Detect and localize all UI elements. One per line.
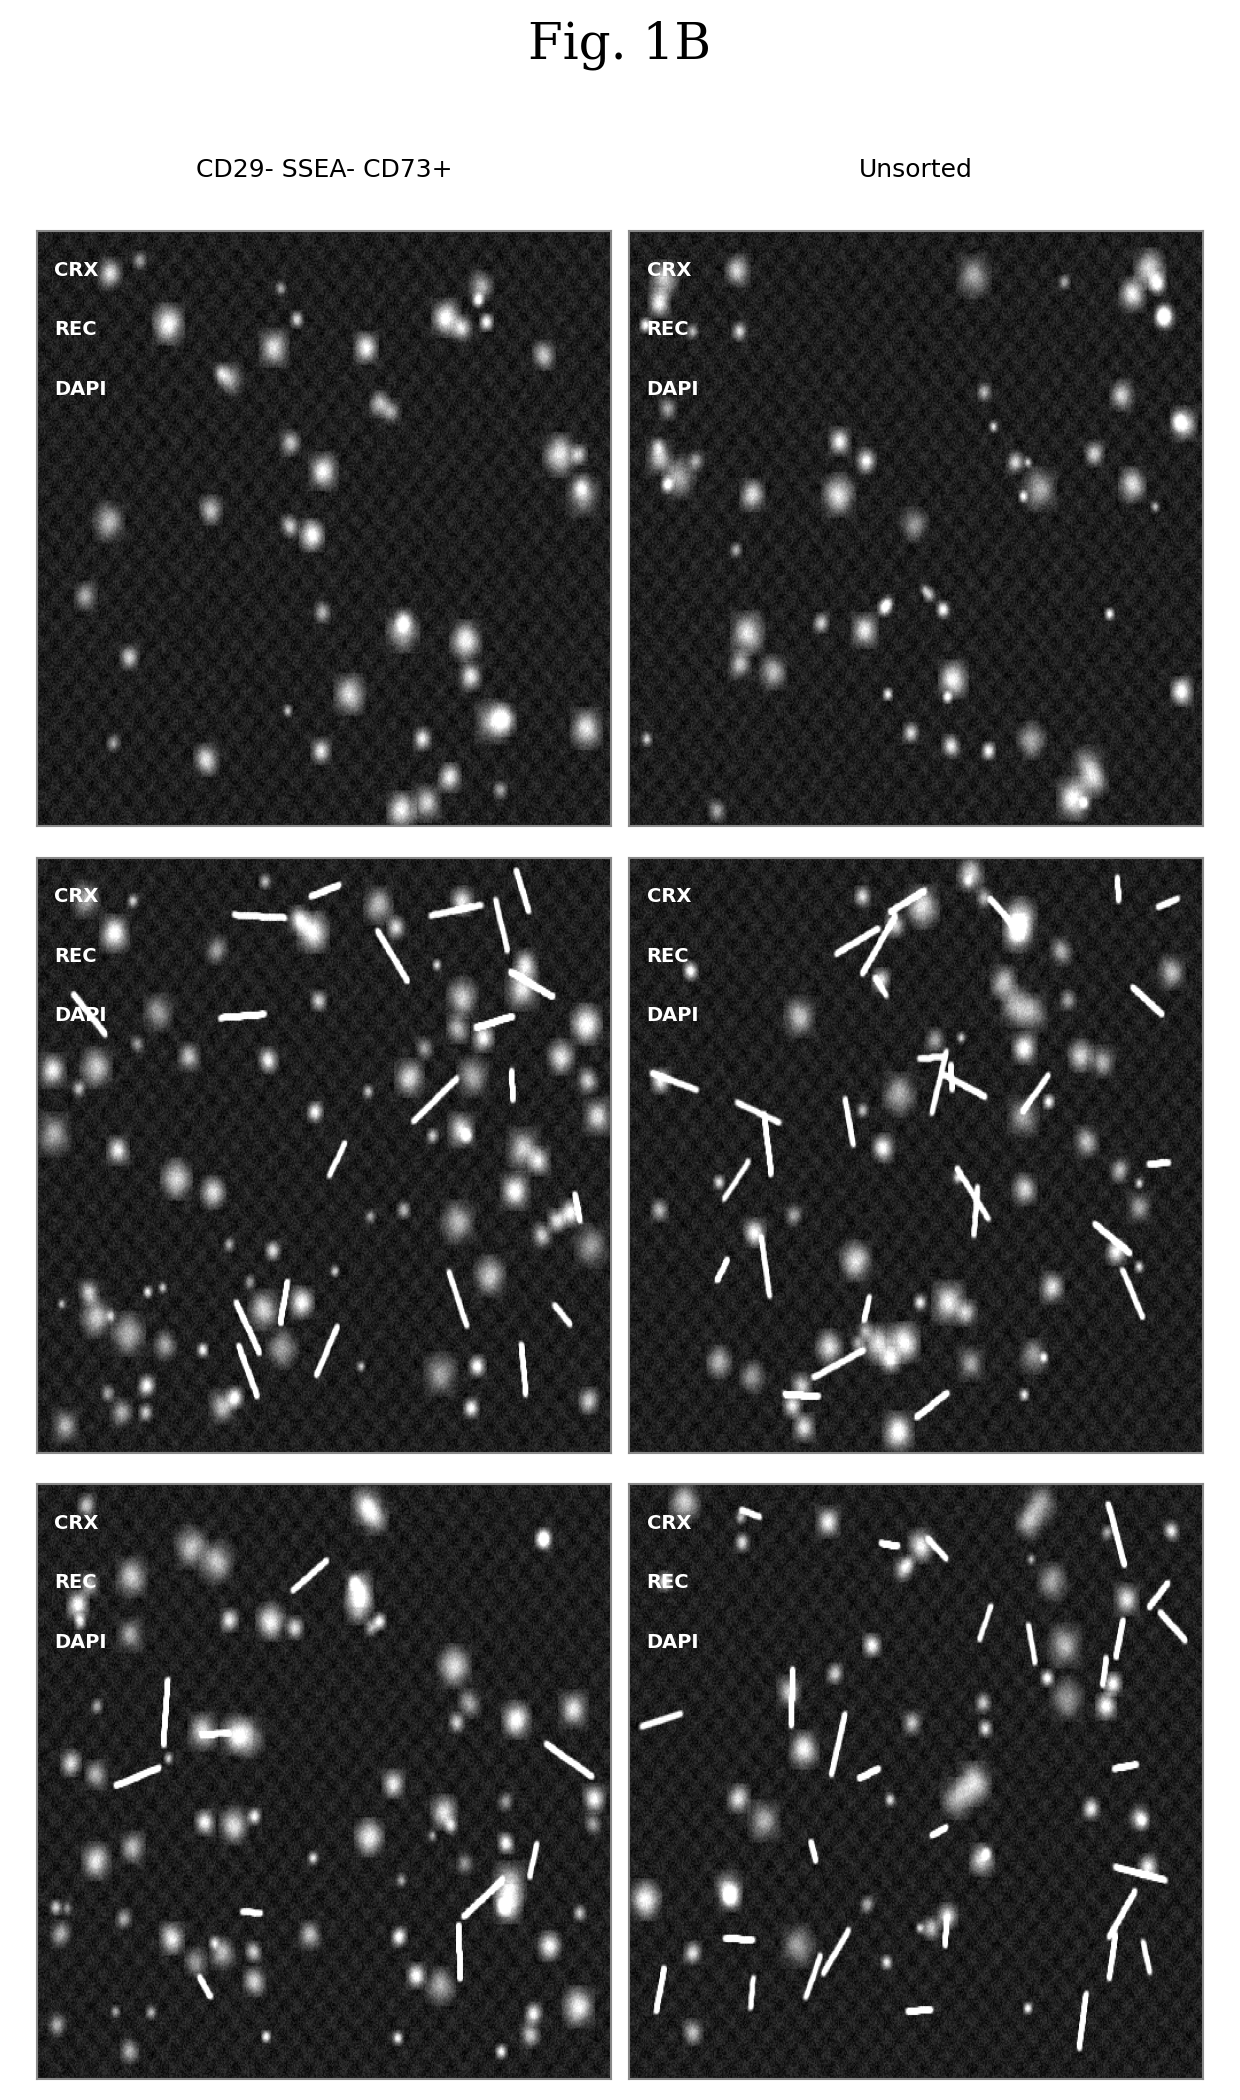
Text: DAPI: DAPI — [55, 380, 107, 399]
Text: CRX: CRX — [646, 888, 691, 907]
Text: REC: REC — [55, 947, 97, 966]
Text: DAPI: DAPI — [646, 1634, 699, 1653]
Text: DAPI: DAPI — [55, 1634, 107, 1653]
Text: REC: REC — [55, 1573, 97, 1592]
Text: CRX: CRX — [646, 260, 691, 279]
Text: CD29- SSEA- CD73+: CD29- SSEA- CD73+ — [196, 158, 453, 181]
Text: Unsorted: Unsorted — [859, 158, 973, 181]
Text: CRX: CRX — [55, 1514, 99, 1533]
Text: CRX: CRX — [55, 260, 99, 279]
Text: DAPI: DAPI — [646, 1006, 699, 1025]
Text: DAPI: DAPI — [55, 1006, 107, 1025]
Text: REC: REC — [55, 321, 97, 340]
Text: DAPI: DAPI — [646, 380, 699, 399]
Text: REC: REC — [646, 1573, 689, 1592]
Text: CRX: CRX — [646, 1514, 691, 1533]
Text: REC: REC — [646, 321, 689, 340]
Text: Fig. 1B: Fig. 1B — [528, 21, 712, 71]
Text: CRX: CRX — [55, 888, 99, 907]
Text: REC: REC — [646, 947, 689, 966]
